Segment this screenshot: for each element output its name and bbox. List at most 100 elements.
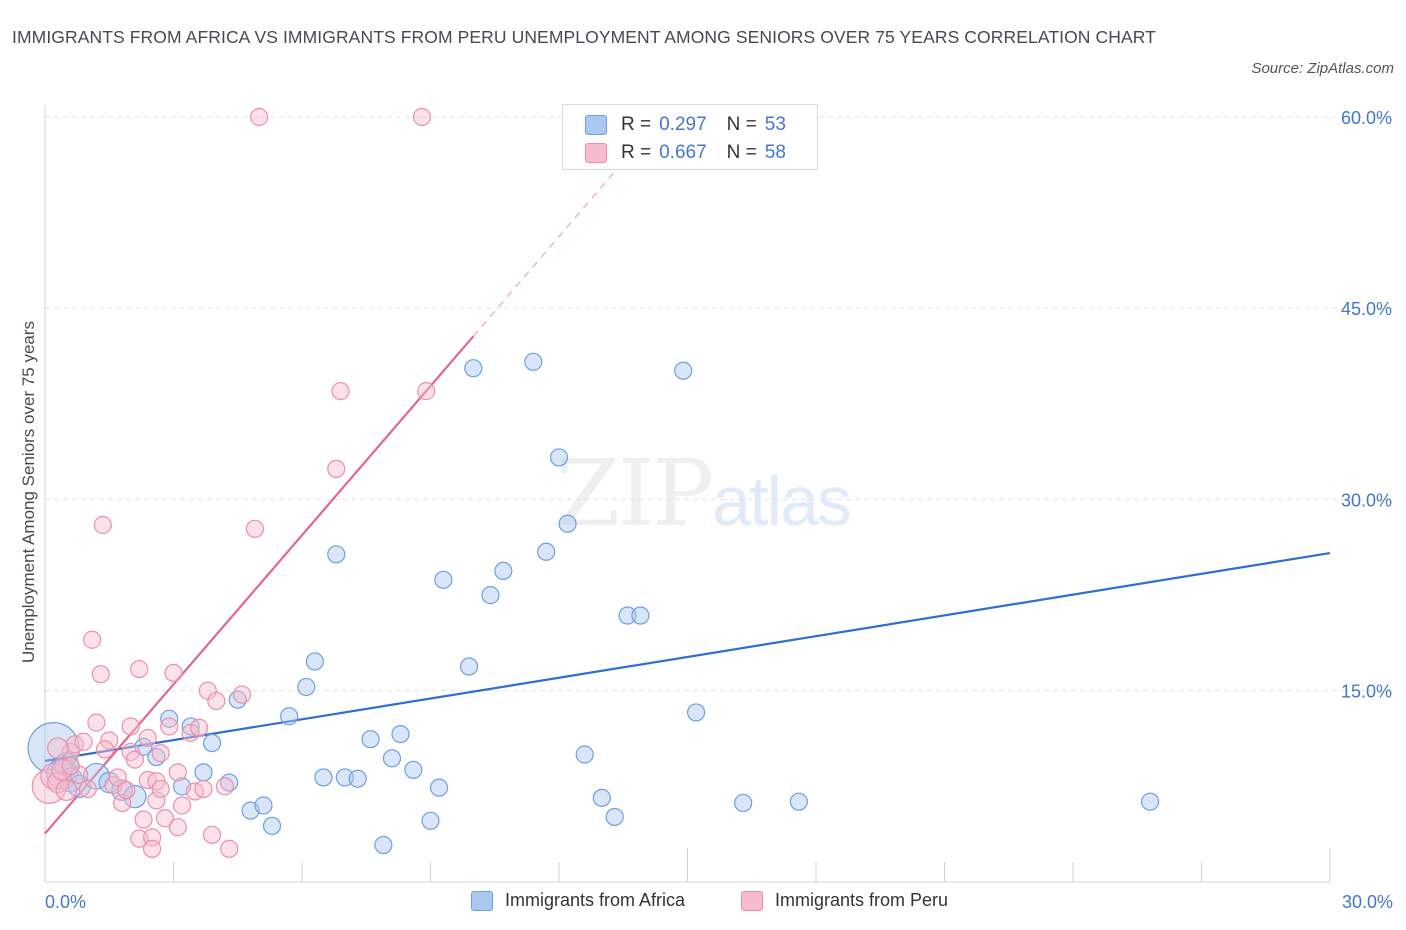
africa-point bbox=[674, 361, 693, 380]
peru-r-value: 0.667 bbox=[659, 142, 707, 163]
chart-title: IMMIGRANTS FROM AFRICA VS IMMIGRANTS FRO… bbox=[12, 27, 1156, 47]
peru-point bbox=[93, 515, 112, 535]
peru-point bbox=[331, 382, 350, 401]
africa-point bbox=[111, 779, 133, 801]
africa-point bbox=[618, 606, 637, 625]
peru-point bbox=[142, 839, 162, 858]
peru-point bbox=[207, 691, 226, 711]
peru-point bbox=[190, 718, 209, 737]
peru-point bbox=[164, 663, 183, 683]
legend-item-africa[interactable]: Immigrants from Africa bbox=[471, 890, 685, 911]
peru-trend-line bbox=[44, 335, 475, 835]
peru-point bbox=[74, 732, 93, 751]
africa-trend-line bbox=[44, 551, 1331, 762]
africa-point bbox=[160, 709, 179, 728]
africa-point bbox=[391, 724, 410, 744]
peru-r-label: R = bbox=[621, 142, 652, 163]
peru-point bbox=[130, 659, 149, 679]
africa-point bbox=[464, 359, 483, 378]
trend-lines bbox=[44, 161, 1331, 835]
legend-row-africa: R = 0.297 N = 53 bbox=[585, 111, 786, 139]
peru-point bbox=[55, 779, 78, 801]
africa-point bbox=[327, 545, 346, 564]
zipatlas-watermark: ZIPatlas bbox=[556, 440, 852, 547]
africa-point bbox=[789, 792, 808, 811]
africa-point bbox=[459, 657, 479, 676]
peru-point bbox=[220, 839, 239, 858]
legend-peru-label: Immigrants from Peru bbox=[775, 890, 949, 910]
africa-point bbox=[335, 768, 354, 787]
y-tick-label: 45.0% bbox=[1341, 299, 1392, 319]
peru-point bbox=[138, 728, 157, 748]
peru-point bbox=[151, 779, 170, 799]
peru-n-value: 58 bbox=[764, 142, 786, 163]
africa-point bbox=[280, 707, 299, 726]
peru-trend-extension bbox=[472, 161, 624, 337]
watermark-zip: ZIP bbox=[556, 440, 714, 547]
africa-point bbox=[361, 730, 380, 749]
tick-labels: 15.0% 30.0% 45.0% 60.0% 0.0% 30.0% bbox=[45, 108, 1393, 912]
legend-item-peru[interactable]: Immigrants from Peru bbox=[741, 890, 948, 911]
peru-point bbox=[194, 779, 213, 799]
peru-swatch bbox=[585, 143, 607, 163]
peru-point bbox=[215, 777, 234, 796]
peru-point bbox=[172, 796, 192, 815]
peru-point bbox=[134, 810, 153, 829]
africa-point bbox=[558, 514, 577, 533]
africa-point bbox=[382, 749, 402, 768]
data-points bbox=[27, 107, 1160, 858]
africa-point bbox=[605, 807, 624, 827]
africa-point bbox=[314, 768, 333, 787]
peru-point bbox=[168, 763, 187, 782]
africa-point bbox=[429, 778, 449, 797]
africa-point bbox=[404, 760, 423, 779]
africa-point bbox=[374, 835, 393, 855]
y-axis-title: Unemployment Among Seniors over 75 years bbox=[19, 321, 38, 663]
africa-point bbox=[524, 352, 543, 371]
africa-point bbox=[297, 677, 316, 697]
africa-point bbox=[575, 745, 594, 764]
africa-point bbox=[348, 769, 367, 788]
y-tick-label: 15.0% bbox=[1341, 682, 1392, 702]
peru-point bbox=[417, 382, 436, 401]
legend-row-peru: R = 0.667 N = 58 bbox=[585, 139, 786, 167]
peru-point bbox=[125, 750, 145, 769]
peru-point bbox=[232, 685, 252, 704]
peru-point bbox=[130, 829, 149, 848]
africa-point bbox=[421, 811, 440, 830]
africa-point bbox=[123, 784, 147, 809]
peru-point bbox=[160, 717, 179, 736]
peru-point bbox=[250, 107, 269, 127]
africa-n-value: 53 bbox=[764, 114, 786, 135]
africa-point bbox=[254, 796, 273, 815]
peru-point bbox=[108, 768, 127, 787]
peru-point bbox=[91, 665, 110, 684]
africa-r-label: R = bbox=[621, 114, 652, 135]
peru-point bbox=[61, 756, 80, 776]
peru-point bbox=[147, 791, 166, 810]
africa-point bbox=[592, 788, 611, 807]
peru-point bbox=[83, 630, 102, 649]
africa-point bbox=[537, 542, 556, 561]
africa-n-label: N = bbox=[726, 114, 757, 135]
peru-point bbox=[327, 459, 346, 478]
africa-point bbox=[202, 733, 222, 753]
axes bbox=[44, 105, 1331, 883]
grid-lines bbox=[45, 116, 1390, 692]
y-tick-label: 60.0% bbox=[1341, 108, 1392, 128]
africa-point bbox=[194, 763, 213, 782]
africa-r-value: 0.297 bbox=[659, 114, 707, 135]
peru-point bbox=[47, 737, 69, 759]
peru-point bbox=[168, 818, 187, 837]
africa-point bbox=[686, 703, 706, 722]
africa-point bbox=[1140, 792, 1160, 811]
y-tick-label: 30.0% bbox=[1341, 490, 1392, 510]
peru-point bbox=[100, 731, 119, 750]
peru-point bbox=[121, 717, 140, 736]
africa-point bbox=[734, 793, 753, 813]
peru-point bbox=[95, 740, 115, 759]
africa-swatch bbox=[585, 115, 607, 135]
peru-point bbox=[151, 744, 170, 763]
africa-point bbox=[262, 816, 282, 836]
